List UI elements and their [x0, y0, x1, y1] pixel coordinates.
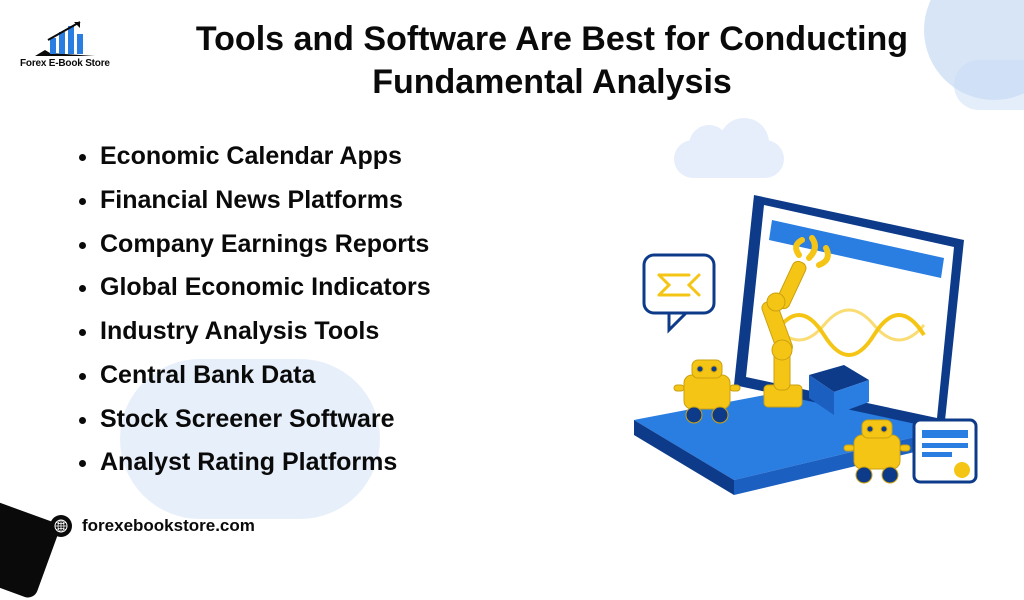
footer: forexebookstore.com	[50, 515, 255, 537]
bars-arrow-icon	[30, 18, 100, 58]
brand-name: Forex E-Book Store	[20, 58, 110, 69]
list-item: Stock Screener Software	[100, 398, 431, 442]
bg-book-bottom-left	[0, 498, 61, 600]
list-item: Company Earnings Reports	[100, 223, 431, 267]
list-item: Industry Analysis Tools	[100, 310, 431, 354]
list-item: Central Bank Data	[100, 354, 431, 398]
brand-logo: Forex E-Book Store	[20, 18, 110, 69]
list-item: Economic Calendar Apps	[100, 135, 431, 179]
cloud-icon	[674, 140, 784, 178]
list-item: Financial News Platforms	[100, 179, 431, 223]
tools-list: Economic Calendar Apps Financial News Pl…	[70, 135, 431, 485]
illustration	[614, 150, 994, 510]
footer-url: forexebookstore.com	[82, 516, 255, 536]
list-item: Global Economic Indicators	[100, 266, 431, 310]
laptop-robots-illustration	[614, 150, 994, 510]
list-item: Analyst Rating Platforms	[100, 441, 431, 485]
page-title: Tools and Software Are Best for Conducti…	[120, 18, 984, 103]
globe-icon	[50, 515, 72, 537]
